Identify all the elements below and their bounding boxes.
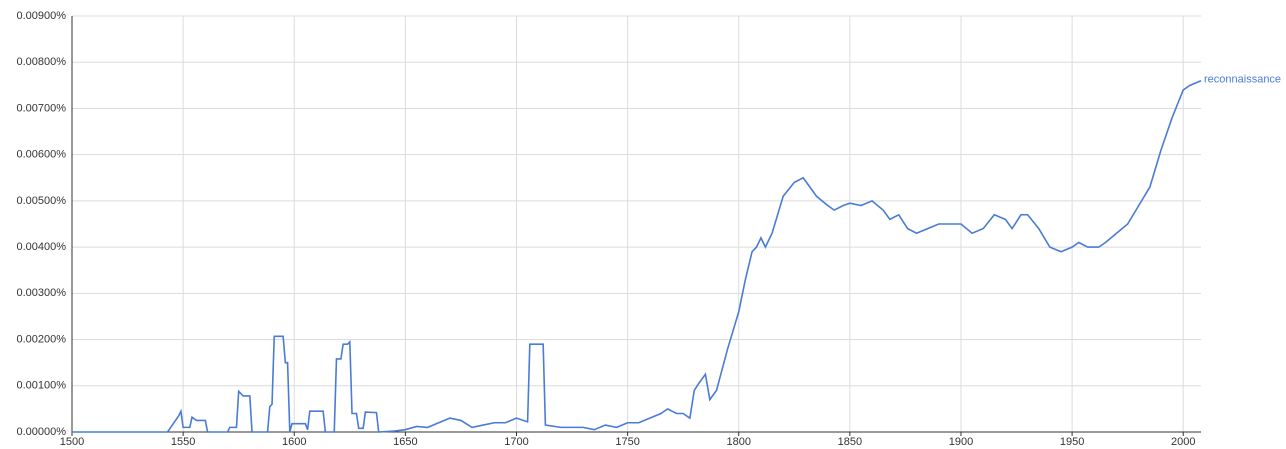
y-tick-label: 0.00900% — [16, 10, 66, 22]
x-tick-label: 1900 — [949, 436, 973, 448]
y-tick-label: 0.00500% — [16, 195, 66, 207]
y-tick-label: 0.00600% — [16, 149, 66, 161]
y-tick-label: 0.00200% — [16, 333, 66, 345]
y-tick-label: 0.00700% — [16, 102, 66, 114]
series-line — [72, 79, 1202, 433]
x-tick-label: 1600 — [282, 436, 306, 448]
y-tick-label: 0.00800% — [16, 56, 66, 68]
y-tick-label: 0.00100% — [16, 380, 66, 392]
x-tick-label: 1850 — [838, 436, 862, 448]
x-tick-label: 1750 — [615, 436, 639, 448]
x-tick-label: 1650 — [393, 436, 417, 448]
y-tick-label: 0.00000% — [16, 426, 66, 438]
x-tick-label: 1700 — [504, 436, 528, 448]
x-tick-label: 1950 — [1060, 436, 1084, 448]
x-tick-label: 1550 — [171, 436, 195, 448]
x-tick-label: 1800 — [726, 436, 750, 448]
y-tick-label: 0.00300% — [16, 287, 66, 299]
x-tick-label: 1500 — [60, 436, 84, 448]
x-tick-label: 2000 — [1171, 436, 1195, 448]
series-label: reconnaissance — [1204, 74, 1281, 86]
y-tick-label: 0.00400% — [16, 241, 66, 253]
